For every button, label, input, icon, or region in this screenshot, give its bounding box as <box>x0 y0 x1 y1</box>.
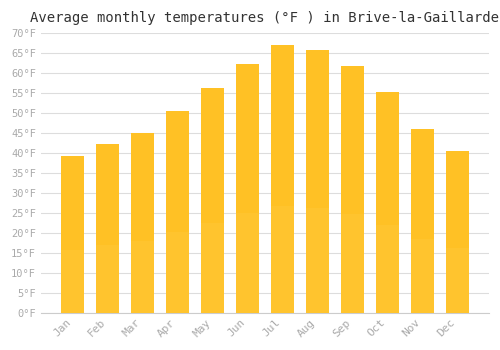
Bar <box>411 129 434 313</box>
Bar <box>62 156 84 313</box>
Bar <box>341 214 363 313</box>
Bar <box>446 151 468 313</box>
Bar <box>236 64 259 313</box>
Bar <box>341 65 363 313</box>
Bar <box>201 223 224 313</box>
Bar <box>131 241 154 313</box>
Bar <box>236 213 259 313</box>
Bar <box>306 50 328 313</box>
Bar <box>131 133 154 313</box>
Bar <box>236 64 259 313</box>
Bar <box>306 50 328 313</box>
Bar <box>271 45 294 313</box>
Bar <box>376 92 398 313</box>
Bar <box>271 45 294 313</box>
Bar <box>376 92 398 313</box>
Bar <box>96 144 119 313</box>
Bar <box>271 205 294 313</box>
Bar <box>166 111 189 313</box>
Bar <box>131 133 154 313</box>
Bar <box>411 239 434 313</box>
Title: Average monthly temperatures (°F ) in Brive-la-Gaillarde: Average monthly temperatures (°F ) in Br… <box>30 11 500 25</box>
Bar <box>201 88 224 313</box>
Bar <box>376 224 398 313</box>
Bar <box>96 144 119 313</box>
Bar <box>341 65 363 313</box>
Bar <box>446 248 468 313</box>
Bar <box>446 151 468 313</box>
Bar <box>201 88 224 313</box>
Bar <box>96 245 119 313</box>
Bar <box>166 111 189 313</box>
Bar <box>306 208 328 313</box>
Bar <box>411 129 434 313</box>
Bar <box>62 250 84 313</box>
Bar <box>62 156 84 313</box>
Bar <box>166 232 189 313</box>
